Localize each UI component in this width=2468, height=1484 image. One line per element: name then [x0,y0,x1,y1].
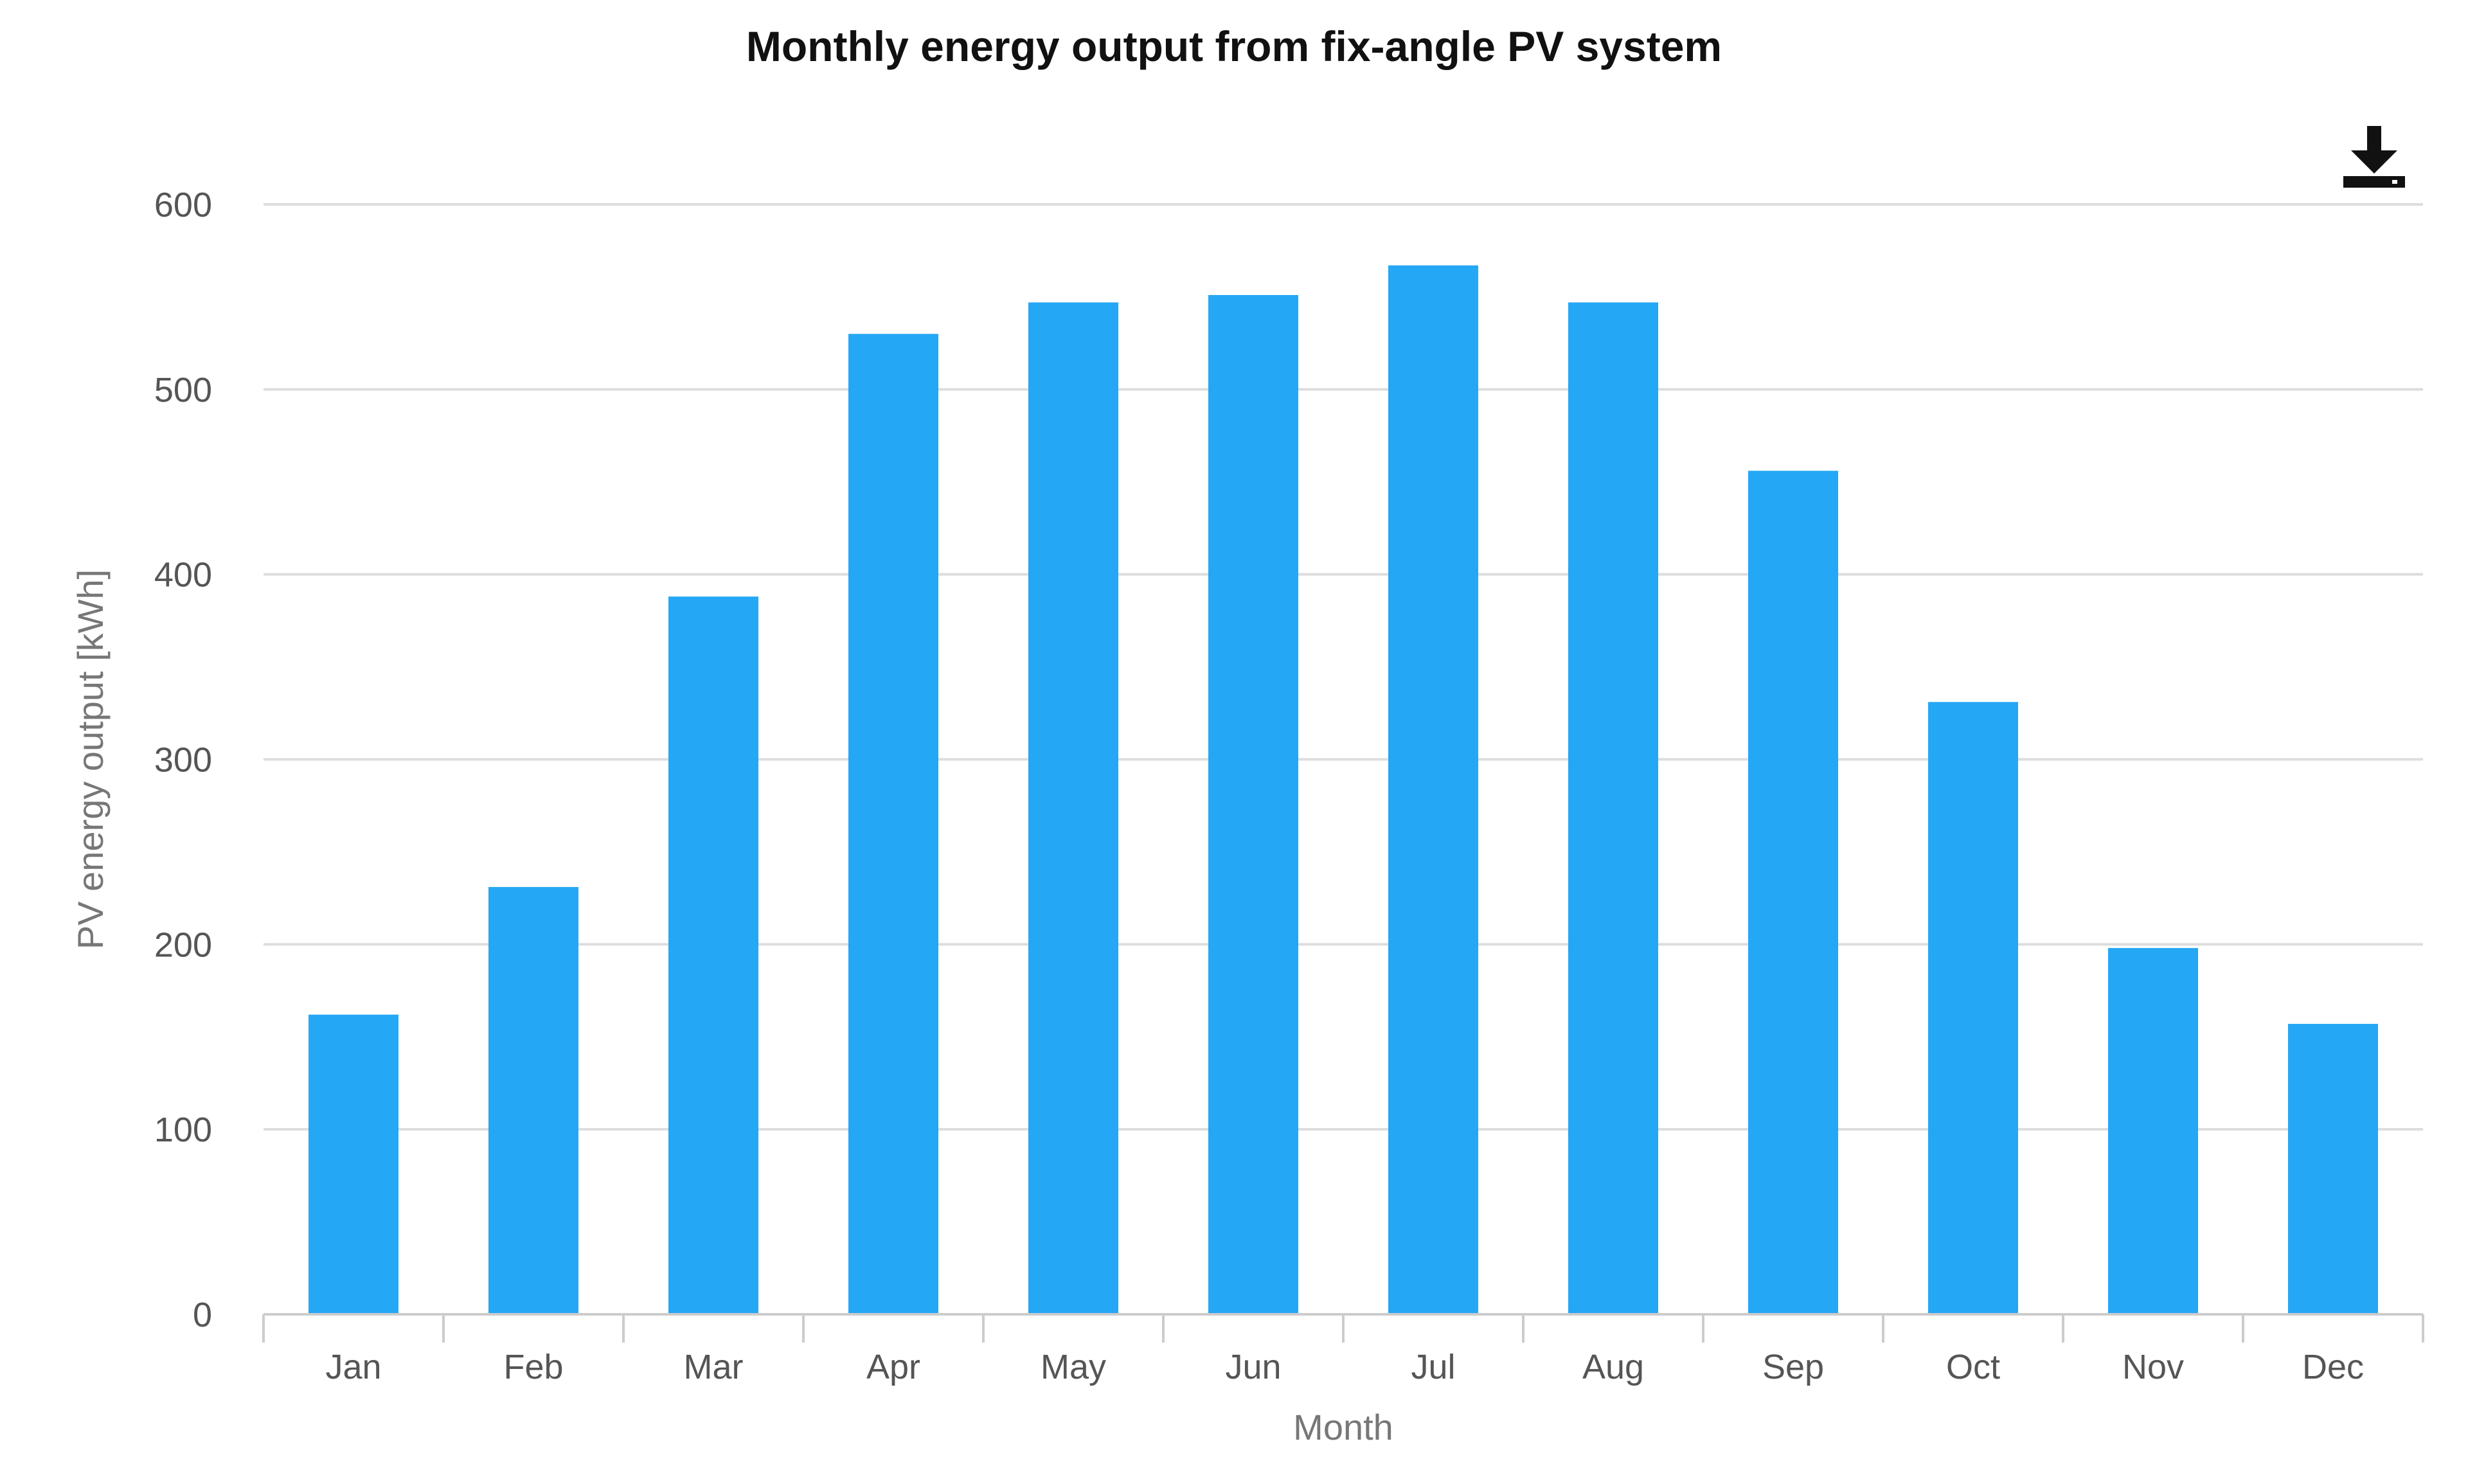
x-tick-label: Mar [684,1348,744,1386]
bar-sep [1748,470,1838,1314]
bar-feb [488,887,578,1314]
x-tick-label: May [1041,1348,1106,1386]
bar-jan [308,1014,398,1314]
bar-apr [848,334,938,1314]
x-tick-label: Oct [1946,1348,2000,1386]
x-axis-title: Month [1293,1407,1393,1447]
y-tick-label: 100 [154,1111,212,1149]
bar-jun [1208,295,1298,1314]
x-axis-tick-labels: Jan Feb Mar Apr May Jun Jul Aug Sep Oct Nov Dec [325,1348,2364,1386]
download-button[interactable] [2338,121,2410,193]
x-tick-label: Sep [1762,1348,1824,1386]
x-tick-label: Jul [1411,1348,1455,1386]
x-axis [262,1313,2424,1343]
x-tick-label: Jun [1225,1348,1281,1386]
download-icon [2343,126,2405,188]
y-tick-label: 500 [154,371,212,409]
y-tick-label: 600 [154,186,212,224]
bar-mar [668,596,758,1314]
y-tick-label: 400 [154,556,212,594]
x-tick-label: Apr [866,1348,920,1386]
y-tick-label: 200 [154,925,212,964]
grid-lines [264,203,2423,1131]
y-axis-ticks: 0 100 200 300 400 500 600 [154,186,212,1334]
bar-oct [1928,702,2018,1314]
y-tick-label: 300 [154,741,212,780]
bar-may [1028,302,1118,1315]
bar-nov [2108,948,2198,1314]
x-tick-label: Jan [325,1348,381,1386]
x-tick-label: Dec [2302,1348,2364,1386]
bar-jul [1388,265,1478,1314]
x-tick-label: Aug [1582,1348,1644,1386]
y-axis-title: PV energy output [kWh] [70,569,111,949]
bar-dec [2288,1024,2378,1314]
chart-title: Monthly energy output from fix-angle PV … [746,22,1722,70]
x-tick-label: Feb [503,1348,563,1386]
bar-aug [1568,302,1658,1315]
bars [308,265,2378,1315]
y-tick-label: 0 [193,1296,212,1334]
x-tick-label: Nov [2122,1348,2184,1386]
